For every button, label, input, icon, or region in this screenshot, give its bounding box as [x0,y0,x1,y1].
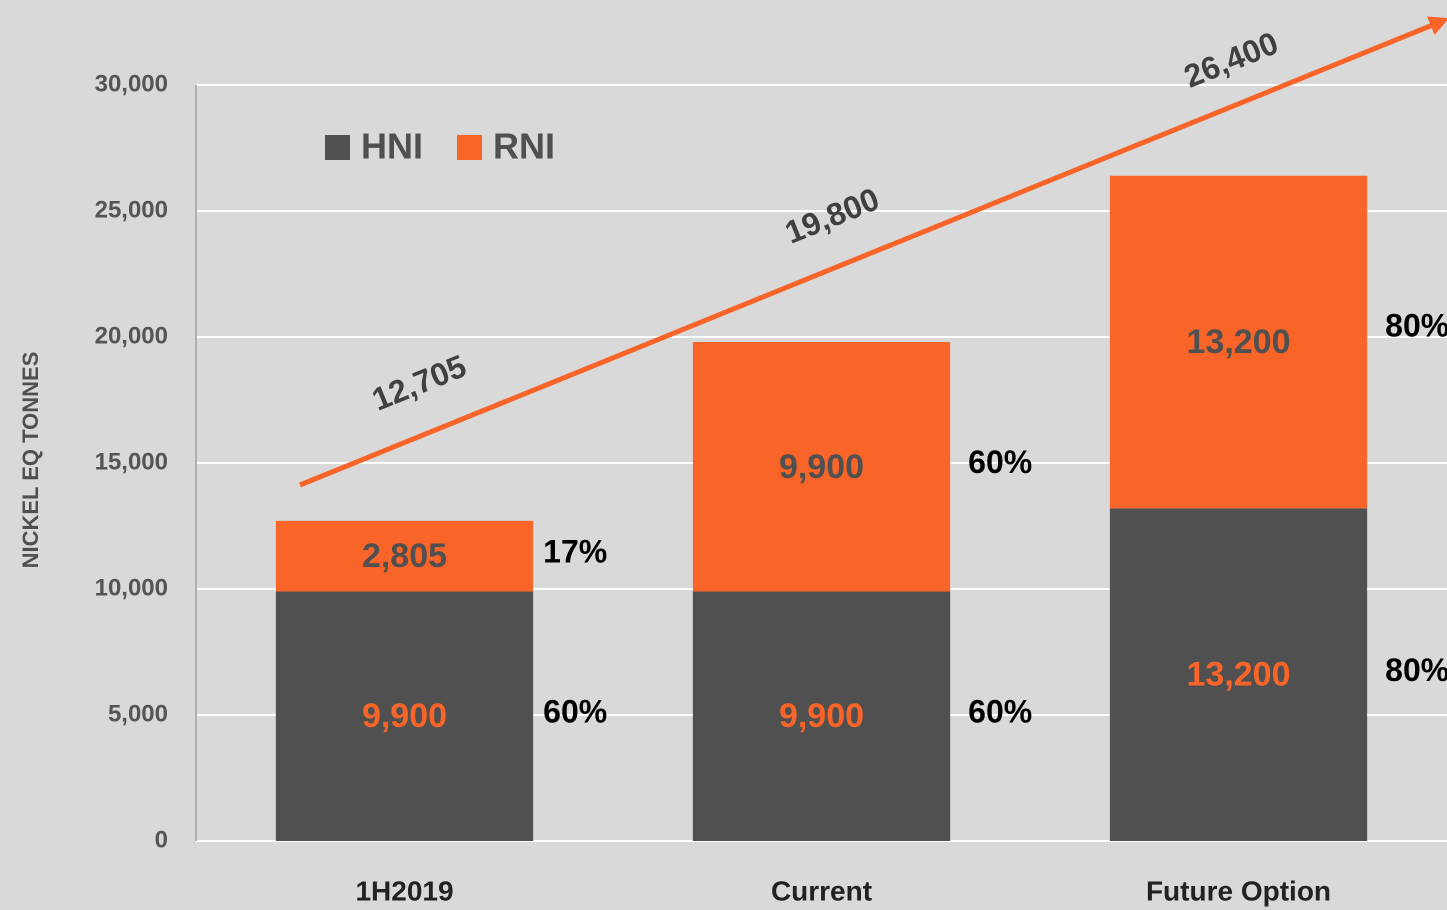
share-label: 60% [968,444,1032,480]
y-tick-label: 5,000 [108,700,168,727]
value-label: 13,200 [1187,656,1291,694]
bar-segment [1109,508,1368,841]
value-label: 2,805 [362,537,447,575]
trend-label: 12,705 [367,348,471,418]
bar-segment [692,591,951,841]
bar-segment [275,520,534,592]
value-label: 9,900 [779,448,864,486]
y-tick-label: 25,000 [95,196,168,223]
y-tick-label: 10,000 [95,574,168,601]
share-label: 17% [543,534,607,570]
x-tick-label: 1H2019 [355,875,453,906]
x-tick-label: Future Option [1146,875,1331,906]
legend-label: RNI [493,126,555,167]
value-label: 9,900 [779,697,864,735]
y-axis-label: NICKEL EQ TONNES [18,352,43,569]
bar-segment [275,591,534,841]
y-tick-label: 30,000 [95,70,168,97]
y-tick-label: 20,000 [95,322,168,349]
legend-swatch [325,135,350,160]
y-tick-label: 15,000 [95,448,168,475]
bar-segment [1109,175,1368,509]
bar-segment [692,342,951,592]
share-label: 60% [543,694,607,730]
x-tick-label: Current [771,875,872,906]
value-label: 13,200 [1187,323,1291,361]
legend-label: HNI [361,126,423,167]
trend-arrow [299,16,1447,488]
share-label: 60% [968,694,1032,730]
share-label: 80% [1385,307,1447,343]
share-label: 80% [1385,652,1447,688]
value-label: 9,900 [362,697,447,735]
y-tick-label: 0 [155,826,168,853]
trend-label: 19,800 [780,181,884,251]
legend-swatch [457,135,482,160]
